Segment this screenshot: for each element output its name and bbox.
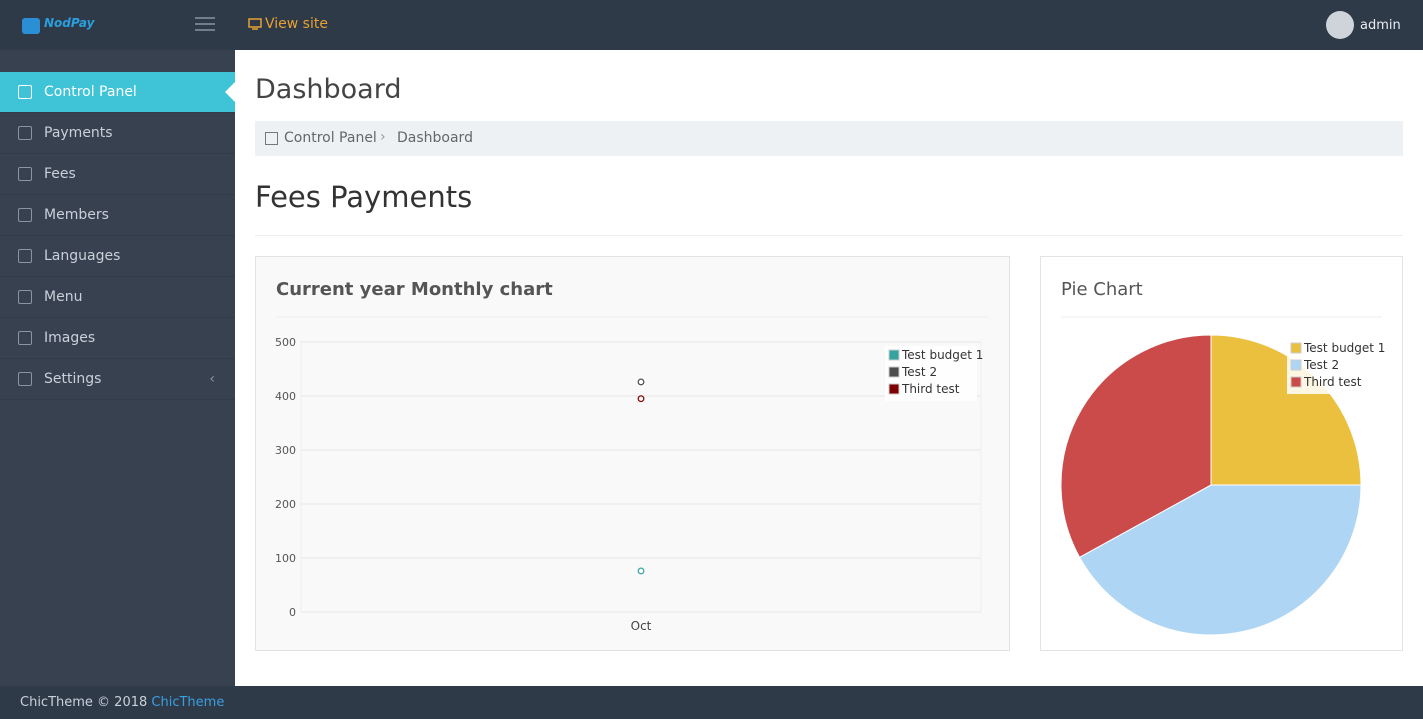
chart-title: Current year Monthly chart <box>276 279 553 300</box>
sidebar: Control Panel Payments Fees Members Language… <box>0 50 235 686</box>
nav-icon <box>18 290 32 304</box>
nav-icon <box>18 249 32 263</box>
nav-label: Control Panel <box>44 84 137 100</box>
view-site-link[interactable]: View site <box>265 16 328 32</box>
logo-icon <box>22 18 40 34</box>
nav-label: Members <box>44 207 109 223</box>
legend-label: Test 2 <box>901 365 937 379</box>
breadcrumb: Control Panel › Dashboard <box>255 121 1403 156</box>
page-title: Dashboard <box>255 74 402 105</box>
monthly-chart: Current year Monthly chart 0 100 200 300 400 5… <box>275 279 989 633</box>
legend-swatch <box>888 349 900 361</box>
brand[interactable]: NodPay <box>44 16 95 30</box>
top-bar: NodPay View site admin <box>0 0 1423 50</box>
y-tick-label: 500 <box>275 336 296 349</box>
nav-item[interactable]: Members <box>0 195 235 236</box>
legend-label: Test 2 <box>1303 358 1339 372</box>
legend-swatch <box>888 366 900 378</box>
section-title: Fees Payments <box>255 180 473 214</box>
y-tick-label: 100 <box>275 552 296 565</box>
data-point <box>637 378 645 386</box>
breadcrumb-current: Dashboard <box>397 130 473 146</box>
nav-label: Languages <box>44 248 121 264</box>
nav-icon <box>18 85 32 99</box>
menu-toggle[interactable] <box>195 16 215 32</box>
content: Dashboard Control Panel › Dashboard Fees… <box>235 50 1423 686</box>
active-notch <box>225 82 235 102</box>
nav-icon <box>18 208 32 222</box>
nav-icon <box>18 167 32 181</box>
pie-chart-panel: Pie Chart Test budget 1 Test 2 Third test <box>1040 256 1403 651</box>
expand-chevron: ‹ <box>209 371 215 387</box>
legend-swatch <box>888 383 900 395</box>
data-point <box>637 395 645 403</box>
legend-swatch <box>1290 359 1302 371</box>
nav-item[interactable]: Control Panel <box>0 72 235 113</box>
y-tick-label: 200 <box>275 498 296 511</box>
pie-slice <box>1060 334 1212 558</box>
breadcrumb-link[interactable]: Control Panel <box>284 130 377 146</box>
pie-slice <box>1078 484 1362 636</box>
footer-link[interactable]: ChicTheme <box>151 695 225 710</box>
pie-chart: Pie Chart Test budget 1 Test 2 Third test <box>1060 279 1385 636</box>
legend-box <box>885 346 977 401</box>
chart-title: Pie Chart <box>1061 279 1143 300</box>
footer: ChicTheme © 2018 ChicTheme <box>0 686 1423 719</box>
x-tick-label: Oct <box>631 619 652 633</box>
nav-label: Payments <box>44 125 113 141</box>
legend-label: Test budget 1 <box>1303 341 1385 355</box>
legend-label: Third test <box>901 382 960 396</box>
nav-label: Images <box>44 330 96 346</box>
nav-icon <box>18 372 32 386</box>
nav-icon <box>18 126 32 140</box>
breadcrumb-separator: › <box>380 129 386 145</box>
legend-swatch <box>1290 376 1302 388</box>
nav-item[interactable]: Menu <box>0 277 235 318</box>
nav-label: Menu <box>44 289 83 305</box>
nav-label: Fees <box>44 166 76 182</box>
legend-label: Test budget 1 <box>901 348 983 362</box>
nav-item[interactable]: Images <box>0 318 235 359</box>
nav-item[interactable]: Payments <box>0 113 235 154</box>
nav-item[interactable]: Fees <box>0 154 235 195</box>
copyright: ChicTheme © 2018 <box>20 695 148 710</box>
data-point <box>637 567 645 575</box>
divider <box>255 235 1403 236</box>
y-tick-label: 0 <box>289 606 296 619</box>
nav-item[interactable]: Settings ‹ <box>0 359 235 400</box>
avatar[interactable] <box>1326 11 1354 39</box>
y-tick-label: 400 <box>275 390 296 403</box>
nav-label: Settings <box>44 371 102 387</box>
line-chart-panel: Current year Monthly chart 0 100 200 300 400 5… <box>255 256 1010 651</box>
nav-item[interactable]: Languages <box>0 236 235 277</box>
user-name[interactable]: admin <box>1360 18 1401 33</box>
legend-box <box>1287 339 1379 394</box>
y-tick-label: 300 <box>275 444 296 457</box>
nav-icon <box>18 331 32 345</box>
legend-label: Third test <box>1303 375 1362 389</box>
monitor-icon <box>248 18 262 30</box>
breadcrumb-icon <box>265 132 278 145</box>
legend-swatch <box>1290 342 1302 354</box>
